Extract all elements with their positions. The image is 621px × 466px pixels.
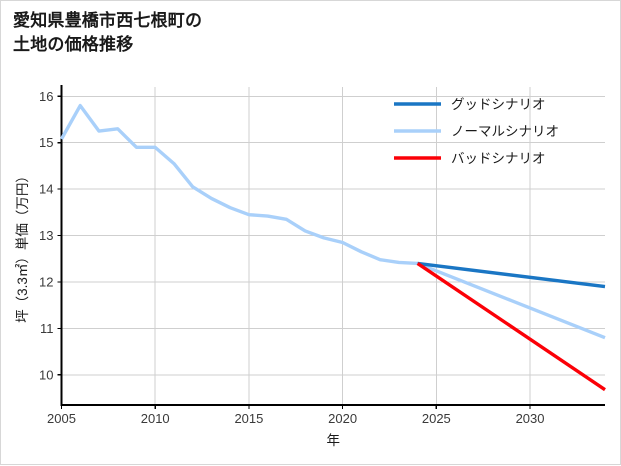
series-line-ノーマルシナリオ	[60, 103, 606, 340]
x-tick-label: 2015	[234, 411, 263, 426]
x-tick-label: 2025	[422, 411, 451, 426]
page-title: 愛知県豊橋市西七根町の 土地の価格推移	[13, 11, 203, 55]
y-tick-label: 13	[39, 228, 53, 243]
y-tick-label: 11	[40, 321, 54, 336]
data-series	[60, 103, 606, 392]
x-axis-title: 年	[327, 433, 341, 448]
y-tick-label: 16	[39, 89, 53, 104]
legend-label-bad[interactable]: バッドシナリオ	[451, 151, 546, 166]
y-tick-labels: 10 11 12 13 14 15 16	[39, 89, 53, 383]
y-tick-label: 14	[39, 182, 53, 197]
legend-label-normal[interactable]: ノーマルシナリオ	[451, 124, 559, 139]
axis-ticks	[57, 95, 531, 409]
x-tick-labels: 2005 2010 2015 2020 2025 2030	[47, 411, 544, 426]
series-line-バッドシナリオ	[416, 262, 606, 392]
axis-labels: 年 坪（3.3㎡）単価（万円）	[15, 169, 340, 448]
x-tick-label: 2020	[328, 411, 357, 426]
series-line-グッドシナリオ	[417, 261, 606, 289]
y-tick-label: 10	[39, 367, 53, 382]
y-axis-title: 坪（3.3㎡）単価（万円）	[15, 169, 30, 323]
x-tick-label: 2030	[516, 411, 545, 426]
y-tick-label: 15	[39, 135, 53, 150]
x-tick-label: 2010	[141, 411, 170, 426]
legend-label-good[interactable]: グッドシナリオ	[451, 97, 546, 112]
x-tick-label: 2005	[47, 411, 76, 426]
y-tick-label: 12	[39, 274, 53, 289]
